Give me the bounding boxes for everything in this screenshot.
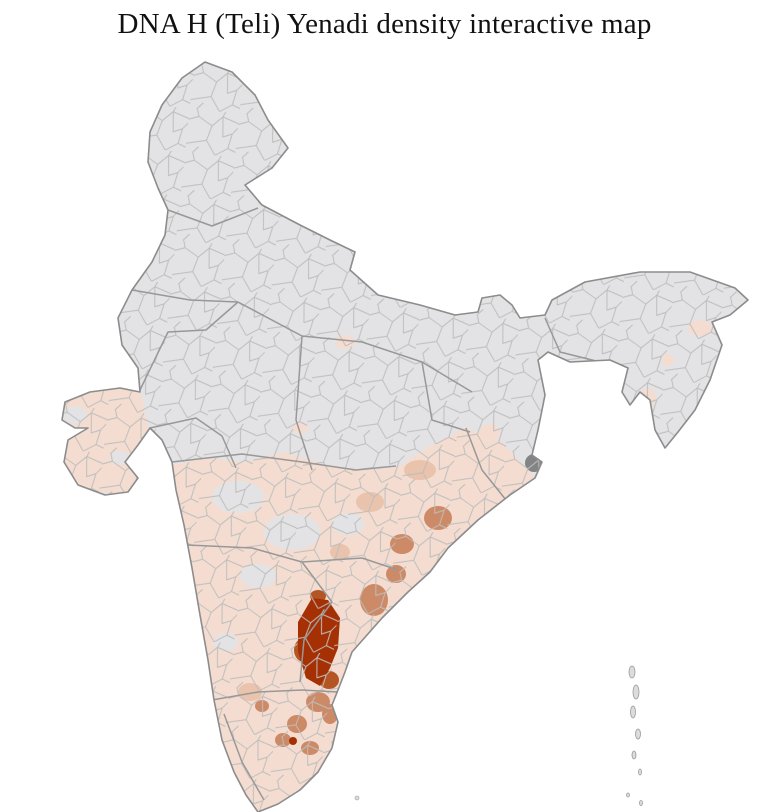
small-island-dot [354, 795, 360, 801]
india-outline [61, 61, 749, 812]
page-title: DNA H (Teli) Yenadi density interactive … [117, 8, 652, 40]
andaman-islands[interactable] [626, 665, 643, 806]
state-borders [131, 207, 601, 801]
